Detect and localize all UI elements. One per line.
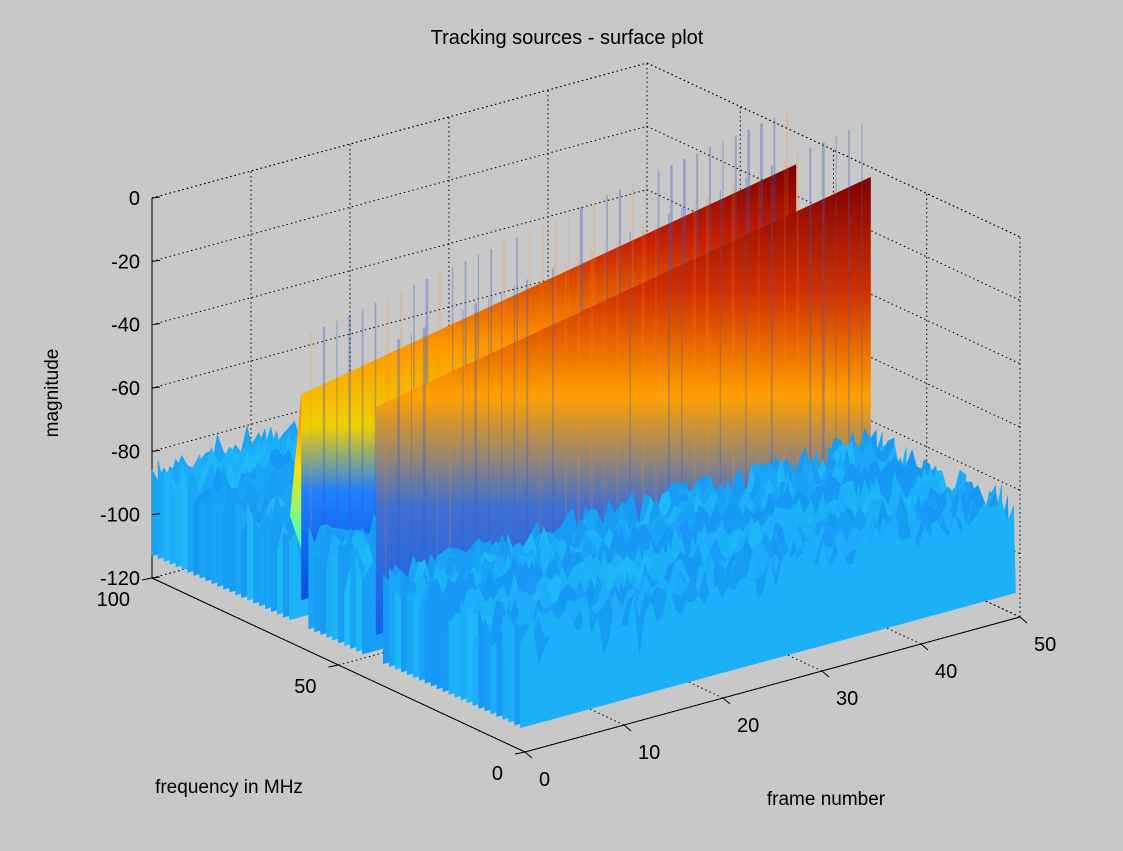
z-tick-mark (151, 449, 161, 452)
x-tick-label: 50 (1034, 634, 1056, 656)
z-tick-mark (151, 259, 161, 262)
x-tick-label: 20 (737, 715, 759, 737)
box-top-edge (151, 62, 1021, 238)
x-tick-label: 30 (836, 688, 858, 710)
x-tick-mark (1019, 616, 1028, 624)
z-tick-mark (151, 576, 161, 579)
x-axis-line (524, 616, 1021, 753)
x-tick-mark (524, 751, 533, 759)
x-tick-mark (920, 643, 929, 651)
x-tick-mark (623, 724, 632, 732)
y-tick-label: 0 (492, 763, 503, 785)
z-tick-label: -20 (111, 251, 140, 273)
z-tick-label: -120 (100, 568, 140, 590)
x-tick-label: 40 (935, 661, 957, 683)
z-tick-mark (151, 513, 161, 516)
x-axis-label: frame number (767, 789, 886, 810)
surface-mesh (151, 111, 1016, 729)
chart-title: Tracking sources - surface plot (431, 27, 704, 49)
y-tick-label: 100 (97, 589, 130, 611)
grid-line-z (151, 125, 1021, 301)
y-axis-label: frequency in MHz (155, 777, 303, 798)
z-tick-mark (151, 196, 161, 199)
z-tick-label: -100 (100, 505, 140, 527)
y-tick-mark (141, 577, 153, 581)
z-tick-label: 0 (129, 188, 140, 210)
x-tick-label: 0 (539, 769, 550, 791)
z-axis-label: magnitude (42, 349, 63, 438)
z-tick-mark (151, 386, 161, 389)
tick-labels: 0 -20 -40 -60 -80 -100 -120 0 50 100 0 10 20 30 40 50 (97, 188, 1057, 791)
y-tick-mark (514, 751, 526, 755)
z-tick-label: -40 (111, 315, 140, 337)
source-rising-edge (290, 394, 331, 640)
grid-line-z (151, 62, 1021, 238)
y-tick-label: 50 (294, 676, 316, 698)
x-tick-mark (722, 697, 731, 705)
z-tick-mark (151, 323, 161, 326)
x-tick-mark (821, 670, 830, 678)
y-tick-mark (328, 664, 339, 668)
noise-slice (520, 501, 1016, 729)
z-tick-label: -80 (111, 441, 140, 463)
x-tick-label: 10 (638, 742, 660, 764)
z-tick-label: -60 (111, 378, 140, 400)
